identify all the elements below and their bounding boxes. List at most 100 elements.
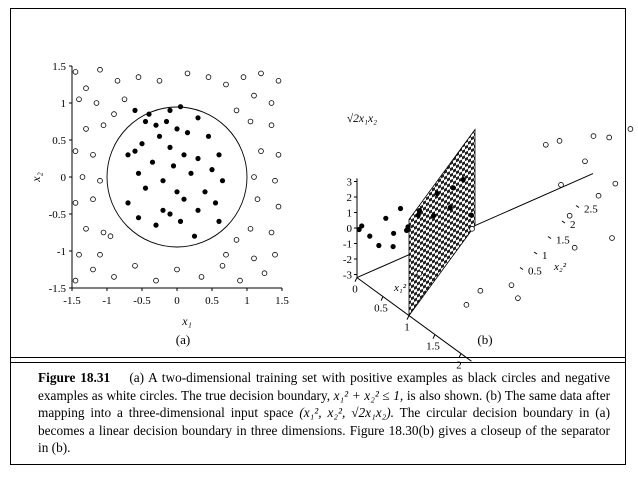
panel-b-x2sq-tick-label: 1 — [542, 250, 548, 262]
negative-point-3d — [463, 302, 470, 308]
panel-b-x2sq-tick-label: 2.5 — [584, 204, 598, 216]
positive-point-3d — [390, 243, 396, 250]
panel-b-x2sq-tick — [547, 236, 552, 239]
positive-point — [181, 152, 187, 158]
positive-point — [209, 167, 215, 173]
panel-b-points — [356, 126, 634, 308]
caption-text-1: (a) A two-dimensional training set with … — [38, 370, 611, 403]
caption-mapping: (x₁², x₂², √2x₁x₂). — [299, 405, 394, 421]
panel-b-vertical-tick-label: -1 — [343, 239, 352, 251]
negative-point — [72, 69, 79, 75]
positive-point-3d — [397, 205, 404, 212]
panel-b-x2sq-tick-label: 2 — [570, 219, 576, 231]
negative-point-3d — [416, 270, 423, 277]
panel-a-x-tick-label: 1 — [244, 295, 250, 307]
panel-b-x2sq-axis-label: x₂² — [553, 261, 567, 273]
panel-a-x-tick-label: 0 — [174, 295, 180, 307]
positive-point — [142, 118, 149, 125]
panel-b-x1sq-tick — [354, 277, 358, 282]
panel-b-vertical-tick-label: 0 — [347, 223, 353, 235]
panel-a-axes — [71, 66, 282, 289]
panel-a-x-tick-label: 1.5 — [275, 295, 289, 307]
negative-point — [268, 100, 275, 106]
panel-a-x-tick-label: -1 — [102, 295, 111, 307]
panel-a-sublabel: (a) — [176, 332, 190, 347]
positive-point — [149, 159, 156, 165]
panel-a-y-tick-label: -1 — [57, 246, 66, 258]
panel-a-y-tick-label: 1.5 — [52, 61, 66, 73]
positive-point-3d — [434, 190, 440, 197]
negative-point — [90, 196, 96, 203]
negative-point — [272, 251, 278, 258]
positive-point-3d — [415, 212, 421, 218]
positive-point-3d — [404, 227, 410, 233]
positive-point — [202, 189, 208, 195]
panel-a-y-tick-label: 0 — [61, 172, 67, 184]
positive-point-3d — [460, 177, 466, 183]
separating-plane — [408, 128, 476, 317]
positive-point — [188, 170, 194, 176]
negative-point-3d — [477, 287, 484, 294]
negative-point — [275, 203, 282, 210]
negative-point — [97, 66, 103, 73]
panel-b-x1sq-tick-label: 2 — [456, 360, 462, 372]
panel-a-y-tick-label: -1.5 — [49, 283, 67, 295]
caption-separator — [10, 357, 626, 363]
negative-point — [268, 122, 275, 128]
panel-b-sublabel: (b) — [477, 332, 492, 347]
positive-point — [177, 218, 184, 224]
panel-a-ticks: -1.5 -1 -0.5 0 0.5 1 1.5 1.5 1 0.5 0 -0.5 -1 -1.5 — [49, 61, 290, 307]
negative-point — [258, 70, 264, 77]
positive-point — [195, 207, 201, 213]
positive-point — [132, 107, 138, 113]
panel-b-vertical-tick-label: -2 — [343, 254, 352, 266]
negative-point — [275, 78, 282, 84]
positive-point-3d — [367, 233, 373, 239]
positive-point-3d — [376, 242, 382, 249]
negative-point — [251, 174, 257, 180]
negative-point — [83, 85, 89, 91]
negative-point — [111, 111, 117, 117]
negative-point — [97, 177, 103, 184]
panel-a-y-tick-label: -0.5 — [49, 209, 67, 221]
negative-point — [268, 229, 275, 236]
positive-point-3d — [359, 223, 365, 229]
negative-point — [184, 70, 191, 77]
figure-caption: Figure 18.31 (a) A two-dimensional train… — [38, 369, 610, 457]
positive-point-3d — [416, 207, 423, 214]
negative-point-3d — [609, 235, 615, 241]
negative-point-3d — [595, 192, 602, 199]
panel-b-x1sq-tick — [406, 315, 410, 320]
positive-point — [177, 104, 184, 110]
panel-b-x1sq-axis-label: x₁² — [393, 282, 407, 294]
negative-point — [272, 177, 278, 184]
panel-b-x1sq-tick-label: 0 — [352, 284, 358, 296]
positive-point — [163, 118, 170, 125]
positive-point — [132, 148, 138, 154]
negative-point — [237, 277, 243, 284]
panel-a-y-tick-label: 1 — [61, 98, 67, 110]
positive-point — [125, 200, 131, 206]
positive-point — [205, 133, 212, 139]
negative-point — [233, 107, 240, 114]
caption-boundary-eq: x₁² + x₂² ≤ 1, — [333, 387, 404, 403]
negative-point — [76, 251, 82, 258]
negative-point — [233, 237, 240, 243]
negative-point — [72, 200, 79, 206]
negative-point-3d — [571, 244, 578, 251]
negative-point — [90, 152, 96, 158]
negative-point-3d — [515, 295, 521, 301]
positive-point — [181, 196, 187, 202]
positive-point — [212, 200, 219, 206]
panel-a-ylabel: x₂ — [29, 172, 43, 183]
caption-text-3: The circular decision boundary in (a) be… — [38, 405, 611, 456]
panel-b-x2sq-tick-label: 1.5 — [556, 235, 570, 247]
positive-point — [139, 141, 145, 147]
positive-point — [219, 178, 226, 184]
negative-point-3d — [566, 212, 573, 219]
negative-point — [111, 274, 117, 280]
positive-point-3d — [383, 215, 389, 221]
negative-point — [93, 100, 100, 106]
panel-b-x1sq-tick — [380, 296, 384, 301]
